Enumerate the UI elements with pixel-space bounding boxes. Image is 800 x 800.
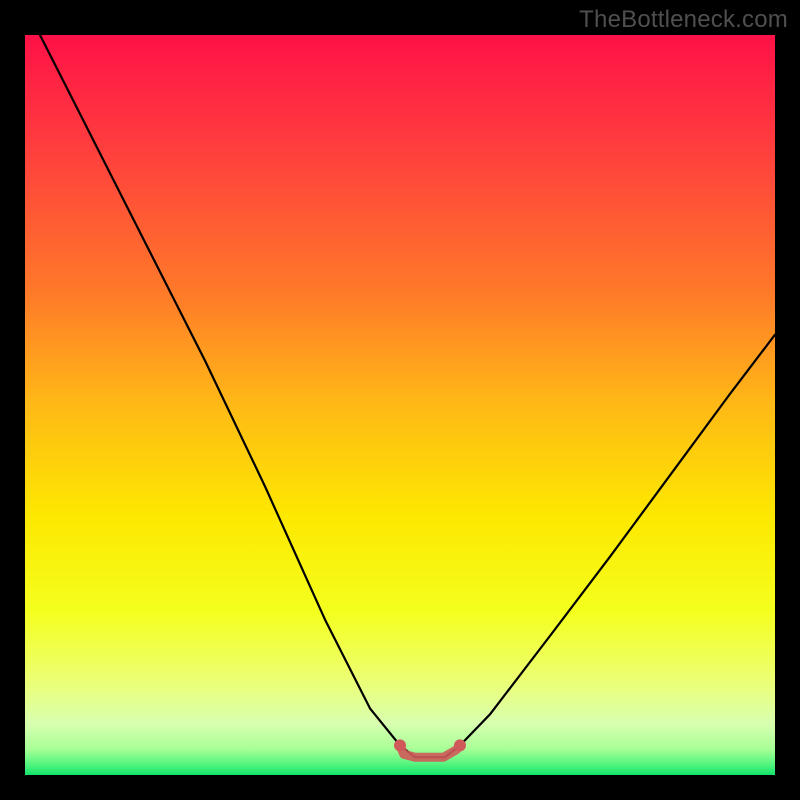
watermark-text: TheBottleneck.com [579,6,788,34]
valley-marker [454,739,466,751]
valley-marker [394,739,406,751]
gradient-background [25,35,775,775]
plot-svg [25,35,775,775]
chart-frame: TheBottleneck.com [0,0,800,800]
plot-area [25,35,775,775]
